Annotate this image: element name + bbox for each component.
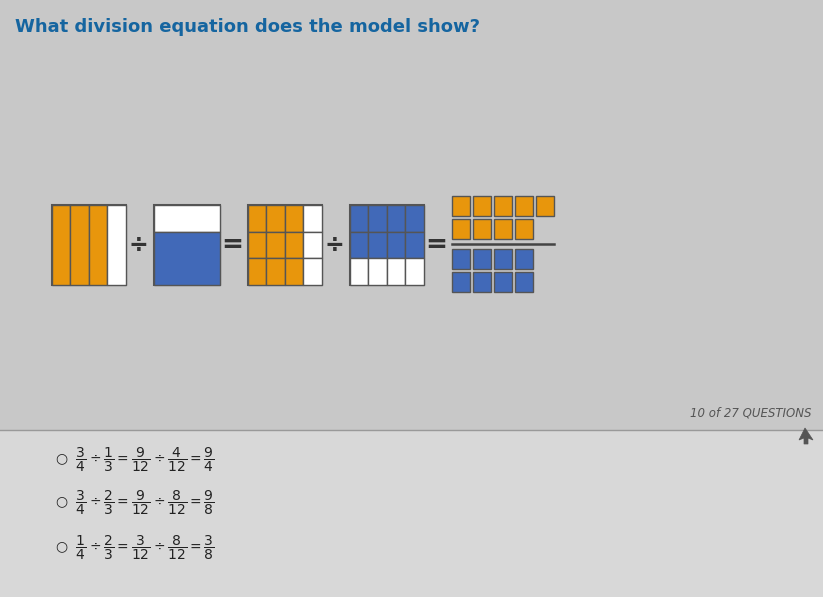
- Bar: [369, 205, 387, 232]
- Text: $\bigcirc$  $\dfrac{3}{4} \div \dfrac{1}{3} = \dfrac{9}{12} \div \dfrac{4}{12} =: $\bigcirc$ $\dfrac{3}{4} \div \dfrac{1}{…: [55, 446, 215, 474]
- Bar: [0, 430, 823, 597]
- Bar: [154, 205, 220, 232]
- Bar: [387, 205, 406, 232]
- Bar: [89, 205, 108, 285]
- Bar: [369, 232, 387, 259]
- Bar: [248, 205, 267, 232]
- Bar: [285, 232, 304, 259]
- Bar: [452, 196, 470, 216]
- Bar: [267, 259, 285, 285]
- Bar: [515, 196, 533, 216]
- Bar: [350, 205, 424, 285]
- Bar: [494, 219, 512, 239]
- Bar: [350, 205, 369, 232]
- Bar: [452, 249, 470, 269]
- Bar: [350, 232, 369, 259]
- Bar: [406, 232, 424, 259]
- Text: What division equation does the model show?: What division equation does the model sh…: [15, 18, 480, 36]
- Bar: [387, 232, 406, 259]
- Bar: [52, 205, 126, 285]
- Bar: [473, 249, 491, 269]
- Bar: [108, 205, 126, 285]
- Bar: [515, 249, 533, 269]
- Bar: [452, 219, 470, 239]
- Bar: [350, 259, 369, 285]
- Bar: [285, 205, 304, 232]
- Bar: [536, 196, 554, 216]
- Bar: [285, 259, 304, 285]
- Bar: [267, 232, 285, 259]
- Text: ÷: ÷: [128, 233, 148, 257]
- Text: =: =: [221, 232, 243, 258]
- Bar: [473, 196, 491, 216]
- Bar: [267, 205, 285, 232]
- Bar: [494, 249, 512, 269]
- Bar: [304, 259, 322, 285]
- Bar: [304, 205, 322, 232]
- Bar: [494, 272, 512, 292]
- Text: =: =: [425, 232, 447, 258]
- Text: $\bigcirc$  $\dfrac{3}{4} \div \dfrac{2}{3} = \dfrac{9}{12} \div \dfrac{8}{12} =: $\bigcirc$ $\dfrac{3}{4} \div \dfrac{2}{…: [55, 489, 215, 517]
- Bar: [248, 205, 322, 285]
- Bar: [71, 205, 89, 285]
- Bar: [406, 259, 424, 285]
- Bar: [406, 205, 424, 232]
- Polygon shape: [799, 428, 813, 444]
- Bar: [473, 272, 491, 292]
- Bar: [154, 232, 220, 285]
- Text: 10 of 27 QUESTIONS: 10 of 27 QUESTIONS: [690, 407, 811, 420]
- Bar: [248, 259, 267, 285]
- Text: $\bigcirc$  $\dfrac{1}{4} \div \dfrac{2}{3} = \dfrac{3}{12} \div \dfrac{8}{12} =: $\bigcirc$ $\dfrac{1}{4} \div \dfrac{2}{…: [55, 534, 215, 562]
- Bar: [154, 205, 220, 285]
- Bar: [52, 205, 71, 285]
- Bar: [248, 232, 267, 259]
- Bar: [387, 259, 406, 285]
- Bar: [0, 0, 823, 430]
- Bar: [304, 232, 322, 259]
- Bar: [515, 219, 533, 239]
- Bar: [369, 259, 387, 285]
- Bar: [452, 272, 470, 292]
- Text: ÷: ÷: [324, 233, 344, 257]
- Bar: [494, 196, 512, 216]
- Bar: [473, 219, 491, 239]
- Bar: [515, 272, 533, 292]
